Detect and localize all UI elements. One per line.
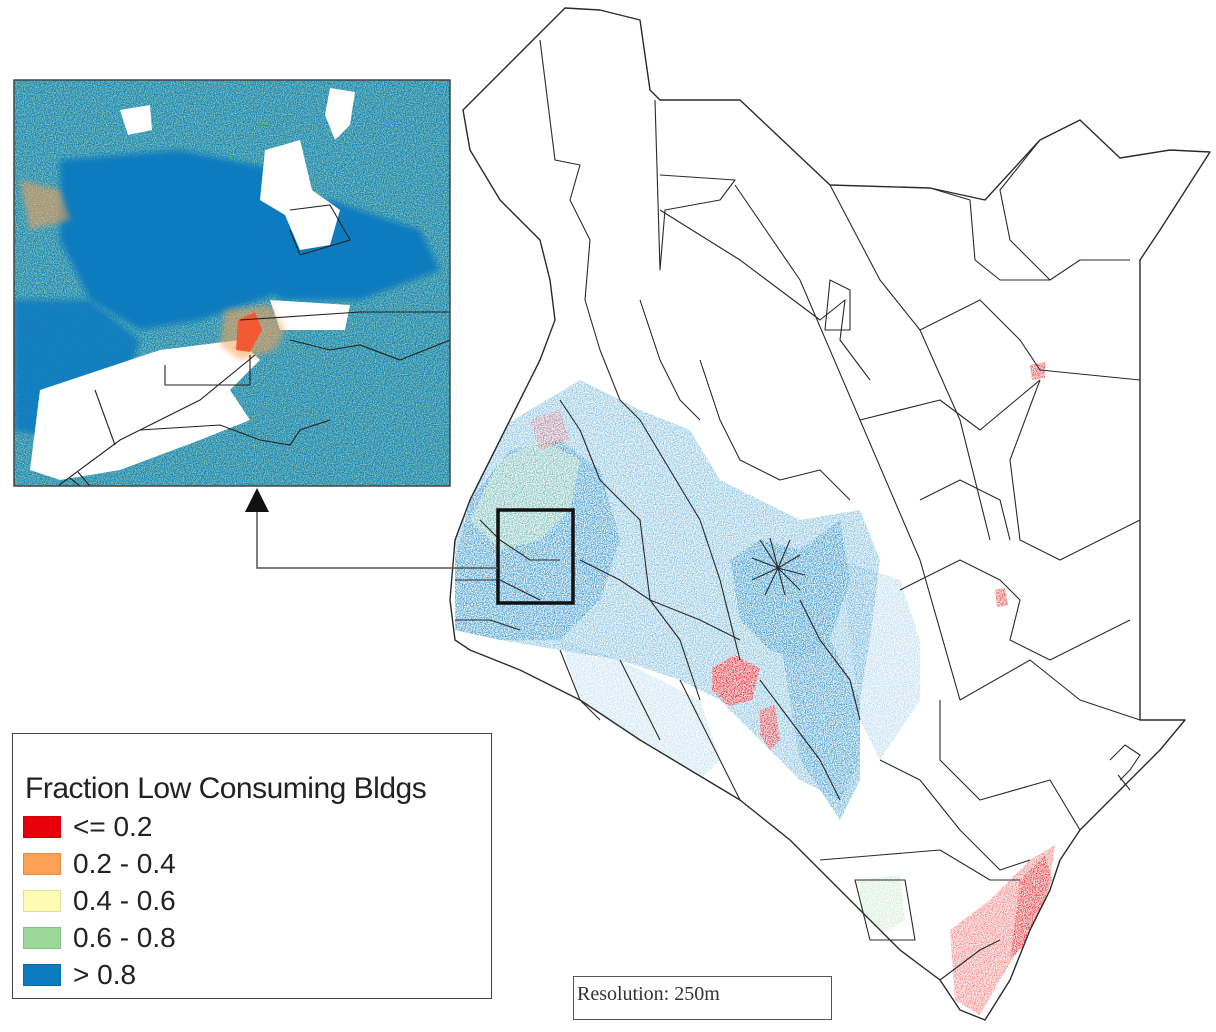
legend-title: Fraction Low Consuming Bldgs bbox=[25, 772, 427, 805]
boundary bbox=[579, 559, 741, 641]
density-region-southwest-fringe bbox=[560, 640, 720, 780]
legend-swatch bbox=[23, 816, 61, 838]
inset-gap-gulf bbox=[30, 340, 260, 480]
boundary bbox=[999, 139, 1130, 281]
legend-item-gt-0-8: > 0.8 bbox=[23, 959, 137, 990]
boundary bbox=[919, 299, 1141, 381]
density-region-east-fringe bbox=[840, 560, 920, 760]
density-nairobi bbox=[712, 655, 760, 706]
boundary bbox=[289, 204, 351, 256]
density-wajir bbox=[1030, 362, 1045, 380]
legend-swatch bbox=[23, 890, 61, 912]
boundary bbox=[939, 939, 1001, 981]
boundary bbox=[819, 849, 1020, 881]
boundary bbox=[859, 379, 1041, 431]
boundary bbox=[939, 700, 1081, 831]
boundary bbox=[57, 354, 256, 486]
resolution-box: Resolution: 250m bbox=[573, 976, 832, 1020]
boundary bbox=[854, 879, 916, 941]
boundary bbox=[479, 519, 560, 561]
boundary bbox=[455, 579, 541, 601]
legend-label: 0.2 - 0.4 bbox=[73, 848, 176, 879]
inset-frame bbox=[13, 79, 451, 487]
inset-orange-west bbox=[20, 180, 70, 230]
boundary bbox=[599, 349, 741, 661]
density-north-sparse bbox=[530, 410, 570, 450]
boundary bbox=[879, 759, 1031, 871]
inset-gap-north bbox=[325, 88, 355, 140]
density-cluster-south bbox=[760, 705, 780, 750]
inset-gap-small bbox=[120, 105, 152, 135]
legend-item-0-4-0-6: 0.4 - 0.6 bbox=[23, 885, 176, 916]
arrow-up-icon bbox=[245, 488, 269, 512]
boundary bbox=[799, 599, 861, 721]
inset-boundaries bbox=[57, 204, 450, 486]
density-garissa bbox=[995, 588, 1008, 607]
boundary-coast-creek bbox=[1109, 744, 1141, 791]
legend-label: > 0.8 bbox=[73, 959, 137, 990]
legend-swatch bbox=[23, 927, 61, 949]
boundary bbox=[959, 659, 1141, 721]
boundary bbox=[289, 339, 450, 361]
boundary bbox=[759, 679, 841, 801]
boundary bbox=[1009, 379, 1141, 561]
boundary bbox=[455, 619, 521, 631]
inset-panel bbox=[13, 79, 451, 487]
boundary bbox=[679, 679, 741, 801]
resolution-label: Resolution: 250m bbox=[577, 983, 720, 1005]
legend-label: 0.4 - 0.6 bbox=[73, 885, 176, 916]
legend-label: 0.6 - 0.8 bbox=[73, 922, 176, 953]
density-region-south-central bbox=[780, 640, 860, 820]
boundary bbox=[659, 209, 871, 381]
boundary-radial bbox=[751, 537, 806, 596]
density-region-central bbox=[730, 520, 850, 660]
boundary bbox=[699, 359, 851, 501]
legend-swatch bbox=[23, 853, 61, 875]
legend-item-0-6-0-8: 0.6 - 0.8 bbox=[23, 922, 176, 953]
inset-gap-lake bbox=[260, 140, 340, 250]
legend-item-0-2-0-4: 0.2 - 0.4 bbox=[23, 848, 176, 879]
boundary bbox=[139, 419, 331, 446]
legend-swatch bbox=[23, 964, 61, 986]
density-taita bbox=[860, 875, 905, 935]
boundary bbox=[164, 355, 251, 386]
boundary bbox=[639, 299, 701, 421]
inset-connector-line bbox=[256, 505, 498, 569]
legend: Fraction Low Consuming Bldgs <= 0.2 0.2 … bbox=[12, 733, 492, 999]
boundary bbox=[824, 279, 851, 331]
boundary bbox=[539, 39, 601, 351]
boundary bbox=[619, 659, 661, 741]
boundary bbox=[69, 471, 91, 486]
inset-blue-core bbox=[60, 150, 320, 330]
boundary bbox=[559, 399, 701, 701]
boundary bbox=[239, 311, 450, 321]
legend-label: <= 0.2 bbox=[73, 811, 153, 842]
density-coast-mombasa bbox=[1010, 855, 1052, 960]
inset-region-frame bbox=[496, 508, 575, 605]
boundary bbox=[919, 479, 1011, 541]
legend-item-lte-0-2: <= 0.2 bbox=[23, 811, 153, 842]
boundary bbox=[654, 99, 736, 271]
boundary bbox=[899, 559, 1131, 661]
boundary bbox=[94, 389, 116, 446]
boundary bbox=[929, 187, 1050, 281]
county-boundaries bbox=[455, 39, 1141, 981]
inset-orange-halo bbox=[220, 305, 285, 360]
